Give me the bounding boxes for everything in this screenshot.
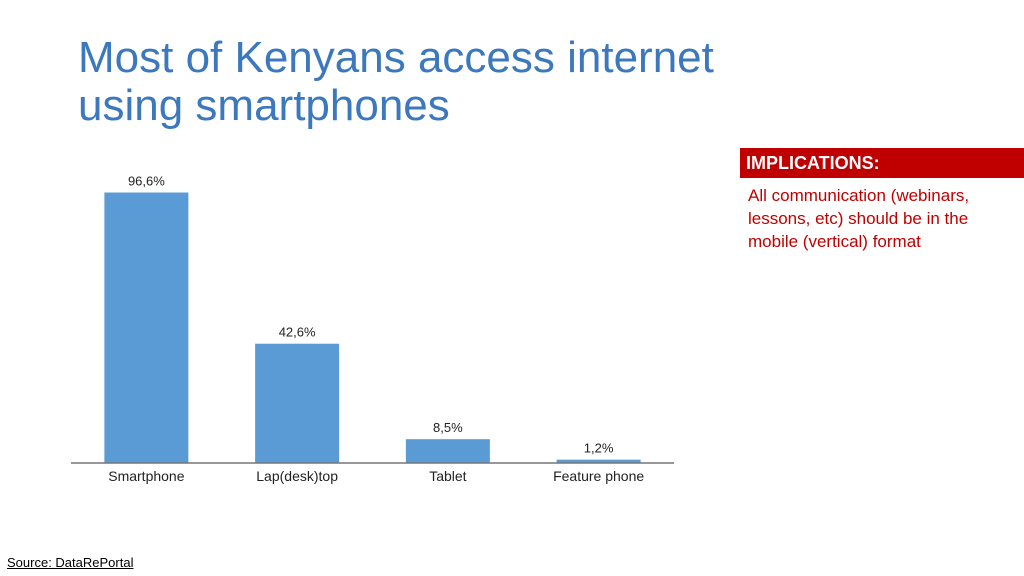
bar-feature-phone bbox=[556, 459, 641, 463]
category-label-tablet: Tablet bbox=[429, 468, 466, 484]
implications-header: IMPLICATIONS: bbox=[740, 148, 1024, 178]
category-label-lap-desk-top: Lap(desk)top bbox=[256, 468, 338, 484]
source-link[interactable]: Source: DataRePortal bbox=[7, 555, 134, 570]
slide-title-line-1: Most of Kenyans access internet bbox=[78, 33, 714, 82]
chart-category-labels: Smartphone Lap(desk)top Tablet Feature phon… bbox=[108, 468, 644, 484]
bar-lap-desk-top bbox=[255, 343, 340, 463]
value-label-tablet: 8,5% bbox=[433, 420, 463, 435]
chart-value-labels: 96,6% 42,6% 8,5% 1,2% bbox=[128, 174, 614, 456]
implications-text: All communication (webinars, lessons, et… bbox=[748, 186, 970, 251]
value-label-feature-phone: 1,2% bbox=[584, 441, 614, 456]
bar-smartphone bbox=[104, 192, 189, 463]
bar-tablet bbox=[405, 439, 490, 463]
chart-bars bbox=[104, 192, 641, 463]
slide-title: Most of Kenyans access internet using sm… bbox=[78, 34, 878, 130]
value-label-lap-desk-top: 42,6% bbox=[279, 325, 316, 340]
value-label-smartphone: 96,6% bbox=[128, 174, 165, 189]
category-label-smartphone: Smartphone bbox=[108, 468, 184, 484]
category-label-feature-phone: Feature phone bbox=[553, 468, 644, 484]
slide-title-line-2: using smartphones bbox=[78, 81, 450, 130]
